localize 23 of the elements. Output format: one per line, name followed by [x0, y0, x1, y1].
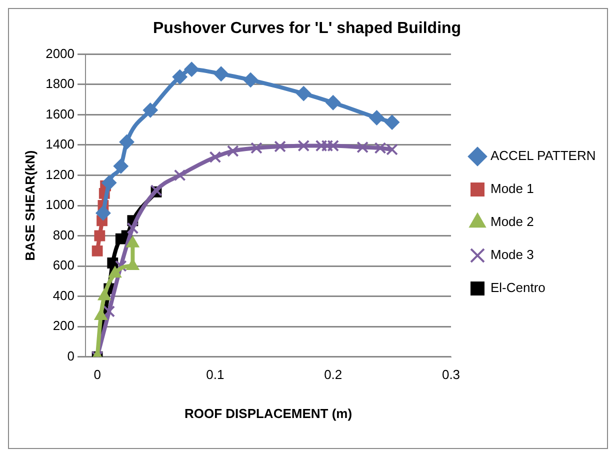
y-tick-label: 1400	[46, 136, 75, 152]
x-tick-label: 0	[94, 367, 101, 382]
y-tick-label: 1800	[46, 76, 75, 92]
y-tick-label: 1200	[46, 166, 75, 182]
legend-label: El-Centro	[490, 280, 546, 296]
y-tick-label: 1000	[46, 197, 75, 212]
legend-label: Mode 2	[490, 214, 534, 230]
y-tick-label: 600	[52, 258, 75, 273]
legend-label: Mode 3	[490, 247, 534, 262]
y-tick-label: 400	[52, 288, 75, 303]
x-tick-label: 0.1	[206, 367, 224, 382]
y-tick-label: 200	[52, 318, 75, 334]
y-axis-title: BASE SHEAR(kN)	[22, 150, 38, 261]
legend-label: Mode 1	[490, 181, 534, 196]
x-tick-label: 0.2	[324, 367, 342, 382]
chart-title: Pushover Curves for 'L' shaped Building	[152, 20, 462, 38]
y-tick-label: 1600	[46, 106, 75, 122]
y-tick-label: 800	[52, 227, 75, 242]
y-tick-label: 0	[67, 348, 75, 364]
x-axis-title: ROOF DISPLACEMENT (m)	[184, 406, 352, 421]
x-tick-label: 0.3	[442, 367, 460, 382]
legend-label: ACCEL PATTERN	[490, 148, 596, 164]
y-tick-label: 2000	[46, 46, 75, 61]
